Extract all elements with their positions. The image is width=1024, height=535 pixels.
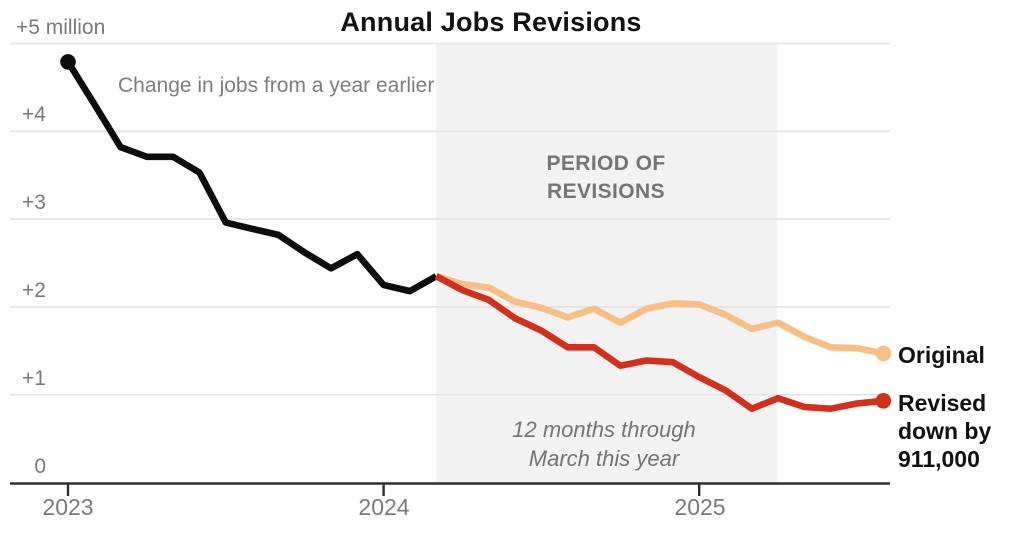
series-line-1 xyxy=(435,273,884,357)
y-axis-label-3: +3 xyxy=(22,191,46,214)
series-line-2 xyxy=(434,273,884,413)
twelve-months-note-line1: 12 months through xyxy=(512,417,696,442)
y-axis-label-2: +2 xyxy=(22,279,46,302)
legend-revised-line2: down by xyxy=(898,418,992,444)
y-axis-label-0: 0 xyxy=(34,455,46,478)
x-axis-label-2025: 2025 xyxy=(674,494,726,520)
x-axis-label-2024: 2024 xyxy=(358,494,410,520)
period-of-revisions-label: PERIOD OF REVISIONS xyxy=(466,150,746,206)
period-of-revisions-line2: REVISIONS xyxy=(547,180,665,203)
series-endpoint-0 xyxy=(60,54,76,70)
period-of-revisions-line1: PERIOD OF xyxy=(546,152,666,175)
x-axis-label-2023: 2023 xyxy=(42,494,94,520)
chart-title: Annual Jobs Revisions xyxy=(340,7,642,37)
series-endpoint-2 xyxy=(875,393,892,409)
series-endpoint-1 xyxy=(875,345,892,362)
y-axis-label-5-million: +5 million xyxy=(16,16,106,39)
chart-subtitle: Change in jobs from a year earlier xyxy=(118,74,435,97)
twelve-months-note: 12 months through March this year xyxy=(454,415,754,473)
legend-revised-line1: Revised xyxy=(898,390,987,416)
legend-revised-line3: 911,000 xyxy=(898,446,980,472)
legend-original: Original xyxy=(898,342,985,368)
series-line-0 xyxy=(65,60,438,295)
twelve-months-note-line2: March this year xyxy=(528,446,680,471)
y-axis-label-4: +4 xyxy=(22,103,46,126)
y-axis-label-1: +1 xyxy=(22,367,46,390)
legend-revised: Revised down by 911,000 xyxy=(898,389,991,473)
revision-period-band xyxy=(436,43,777,483)
